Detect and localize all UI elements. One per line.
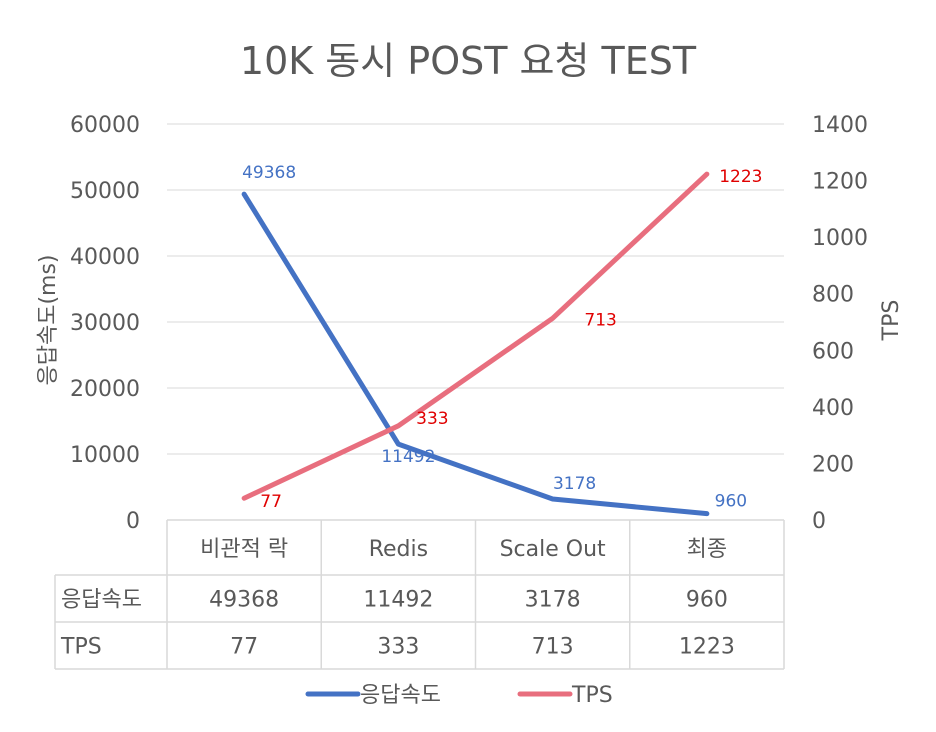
right-tick-label: 1400	[812, 113, 868, 138]
right-tick-label: 1000	[812, 226, 868, 251]
data-label: 960	[715, 492, 747, 512]
legend: 응답속도 TPS	[305, 683, 613, 708]
chart-title: 10K 동시 POST 요청 TEST	[240, 39, 697, 83]
data-label: 713	[584, 310, 616, 330]
table-cell: 713	[532, 635, 574, 660]
table-cell: 49368	[209, 588, 279, 613]
right-tick-label: 600	[812, 339, 854, 364]
table-cell: 1223	[679, 635, 735, 660]
legend-label: 응답속도	[360, 683, 441, 708]
category-label: Redis	[369, 537, 428, 562]
table-cell: 77	[230, 635, 258, 660]
left-tick-label: 40000	[70, 245, 140, 270]
table-row-header: TPS	[60, 635, 102, 660]
left-axis-title: 응답속도(ms)	[36, 254, 61, 385]
right-tick-label: 800	[812, 283, 854, 308]
table-cell: 11492	[363, 588, 433, 613]
gridlines	[167, 123, 784, 455]
table-row-header: 응답속도	[61, 588, 142, 613]
left-axis-ticks: 0 10000 20000 30000 40000 50000 60000	[70, 113, 140, 534]
series-group: 49368 11492 3178 960 77 333 713 1223	[241, 163, 763, 517]
left-tick-label: 10000	[70, 443, 140, 468]
table-cell: 3178	[525, 588, 581, 613]
left-tick-label: 20000	[70, 377, 140, 402]
category-label: 비관적 락	[200, 537, 288, 562]
left-tick-label: 50000	[70, 179, 140, 204]
data-label: 77	[260, 492, 282, 512]
right-tick-label: 200	[812, 452, 854, 477]
right-tick-label: 0	[812, 509, 826, 534]
right-tick-label: 400	[812, 396, 854, 421]
response-series-line	[241, 191, 710, 517]
data-label: 49368	[242, 163, 296, 183]
tps-series-line	[241, 171, 710, 501]
right-tick-label: 1200	[812, 170, 868, 195]
left-tick-label: 0	[126, 509, 140, 534]
table-cell: 960	[686, 588, 728, 613]
data-label: 3178	[553, 474, 596, 494]
table-cell: 333	[377, 635, 419, 660]
left-tick-label: 60000	[70, 113, 140, 138]
right-axis-title: TPS	[879, 300, 904, 342]
legend-label: TPS	[571, 683, 613, 708]
data-label: 1223	[719, 167, 762, 187]
category-label: Scale Out	[500, 537, 606, 562]
category-label: 최종	[687, 537, 727, 562]
data-label: 333	[416, 409, 448, 429]
data-label: 11492	[381, 447, 435, 467]
right-axis-ticks: 0 200 400 600 800 1000 1200 1400	[812, 113, 868, 534]
left-tick-label: 30000	[70, 311, 140, 336]
